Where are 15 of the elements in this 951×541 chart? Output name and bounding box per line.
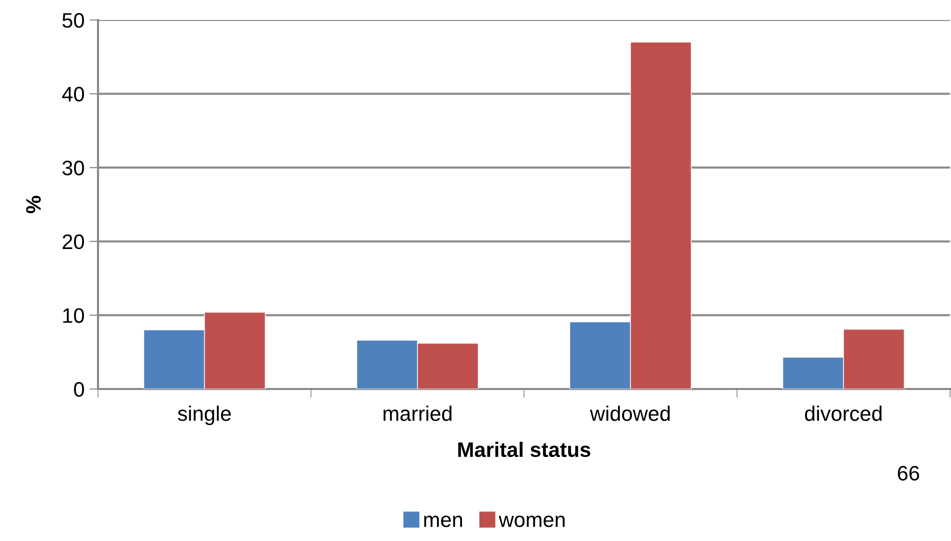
y-axis-title: % [26,196,41,214]
x-tick-label: divorced [805,406,882,421]
y-tick-label: 30 [62,160,84,176]
x-tick-label: widowed [590,406,670,421]
text: 66 [898,466,920,481]
y-tick-label: 50 [62,13,84,28]
legend-label: women [498,516,565,528]
x-axis-title: Marital status [458,442,590,458]
y-tick-label: 40 [62,86,84,102]
x-tick-label: single [178,406,231,426]
y-tick-label: 20 [62,234,84,250]
y-tick-label: 0 [74,382,84,397]
y-tick-label: 10 [63,308,84,323]
x-tick-label: married [384,406,452,421]
legend-label: men [424,516,462,528]
